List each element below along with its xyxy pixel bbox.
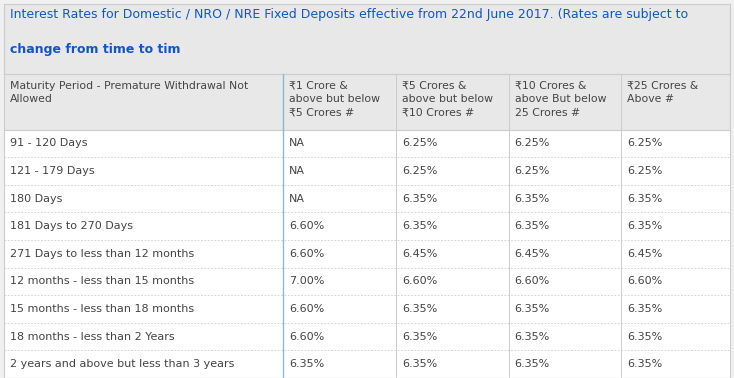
Bar — [4, 350, 730, 378]
Text: 6.60%: 6.60% — [402, 276, 437, 287]
Bar — [4, 157, 730, 185]
Bar — [4, 130, 730, 157]
Text: 6.35%: 6.35% — [402, 221, 437, 231]
Text: 6.35%: 6.35% — [627, 304, 663, 314]
Text: 7.00%: 7.00% — [289, 276, 324, 287]
Text: 6.45%: 6.45% — [627, 249, 663, 259]
Text: 6.60%: 6.60% — [627, 276, 663, 287]
Text: 15 months - less than 18 months: 15 months - less than 18 months — [10, 304, 194, 314]
Text: 6.35%: 6.35% — [515, 359, 550, 369]
Bar — [4, 268, 730, 295]
Text: 6.60%: 6.60% — [515, 276, 550, 287]
Text: 18 months - less than 2 Years: 18 months - less than 2 Years — [10, 332, 174, 342]
Text: Maturity Period - Premature Withdrawal Not
Allowed: Maturity Period - Premature Withdrawal N… — [10, 81, 248, 104]
Bar — [4, 4, 730, 74]
Text: ₹25 Crores &
Above #: ₹25 Crores & Above # — [627, 81, 699, 104]
Text: 6.35%: 6.35% — [515, 332, 550, 342]
Bar — [4, 185, 730, 212]
Text: ₹10 Crores &
above But below
25 Crores #: ₹10 Crores & above But below 25 Crores # — [515, 81, 606, 118]
Text: NA: NA — [289, 166, 305, 176]
Text: 6.25%: 6.25% — [627, 138, 663, 149]
Text: 2 years and above but less than 3 years: 2 years and above but less than 3 years — [10, 359, 234, 369]
Text: NA: NA — [289, 138, 305, 149]
Text: 6.35%: 6.35% — [402, 194, 437, 204]
Text: 6.60%: 6.60% — [289, 332, 324, 342]
Text: ₹1 Crore &
above but below
₹5 Crores #: ₹1 Crore & above but below ₹5 Crores # — [289, 81, 380, 118]
Text: 6.35%: 6.35% — [402, 332, 437, 342]
Text: 12 months - less than 15 months: 12 months - less than 15 months — [10, 276, 194, 287]
Text: 6.35%: 6.35% — [627, 221, 663, 231]
Text: change from time to tim: change from time to tim — [10, 43, 180, 56]
Text: 6.60%: 6.60% — [289, 249, 324, 259]
Text: 6.25%: 6.25% — [515, 166, 550, 176]
Text: 181 Days to 270 Days: 181 Days to 270 Days — [10, 221, 133, 231]
Text: 6.35%: 6.35% — [627, 359, 663, 369]
Text: 6.60%: 6.60% — [289, 221, 324, 231]
Text: 180 Days: 180 Days — [10, 194, 62, 204]
Text: Interest Rates for Domestic / NRO / NRE Fixed Deposits effective from 22nd June : Interest Rates for Domestic / NRO / NRE … — [10, 8, 688, 20]
Text: NA: NA — [289, 194, 305, 204]
Text: 271 Days to less than 12 months: 271 Days to less than 12 months — [10, 249, 194, 259]
Text: 6.35%: 6.35% — [627, 194, 663, 204]
Text: 6.35%: 6.35% — [402, 304, 437, 314]
Text: 6.25%: 6.25% — [402, 166, 437, 176]
Bar — [4, 323, 730, 350]
Text: 6.35%: 6.35% — [627, 332, 663, 342]
Text: 6.35%: 6.35% — [515, 304, 550, 314]
Text: 6.25%: 6.25% — [515, 138, 550, 149]
Text: ₹5 Crores &
above but below
₹10 Crores #: ₹5 Crores & above but below ₹10 Crores # — [402, 81, 493, 118]
Text: 121 - 179 Days: 121 - 179 Days — [10, 166, 94, 176]
Text: 6.35%: 6.35% — [515, 221, 550, 231]
Text: 6.45%: 6.45% — [515, 249, 550, 259]
Text: 91 - 120 Days: 91 - 120 Days — [10, 138, 87, 149]
Text: 6.25%: 6.25% — [627, 166, 663, 176]
Text: 6.35%: 6.35% — [402, 359, 437, 369]
Bar — [4, 240, 730, 268]
Text: 6.35%: 6.35% — [515, 194, 550, 204]
Text: 6.60%: 6.60% — [289, 304, 324, 314]
Bar — [4, 212, 730, 240]
Text: 6.25%: 6.25% — [402, 138, 437, 149]
Text: 6.45%: 6.45% — [402, 249, 437, 259]
Text: 6.35%: 6.35% — [289, 359, 324, 369]
Bar — [4, 74, 730, 130]
Bar — [4, 295, 730, 323]
